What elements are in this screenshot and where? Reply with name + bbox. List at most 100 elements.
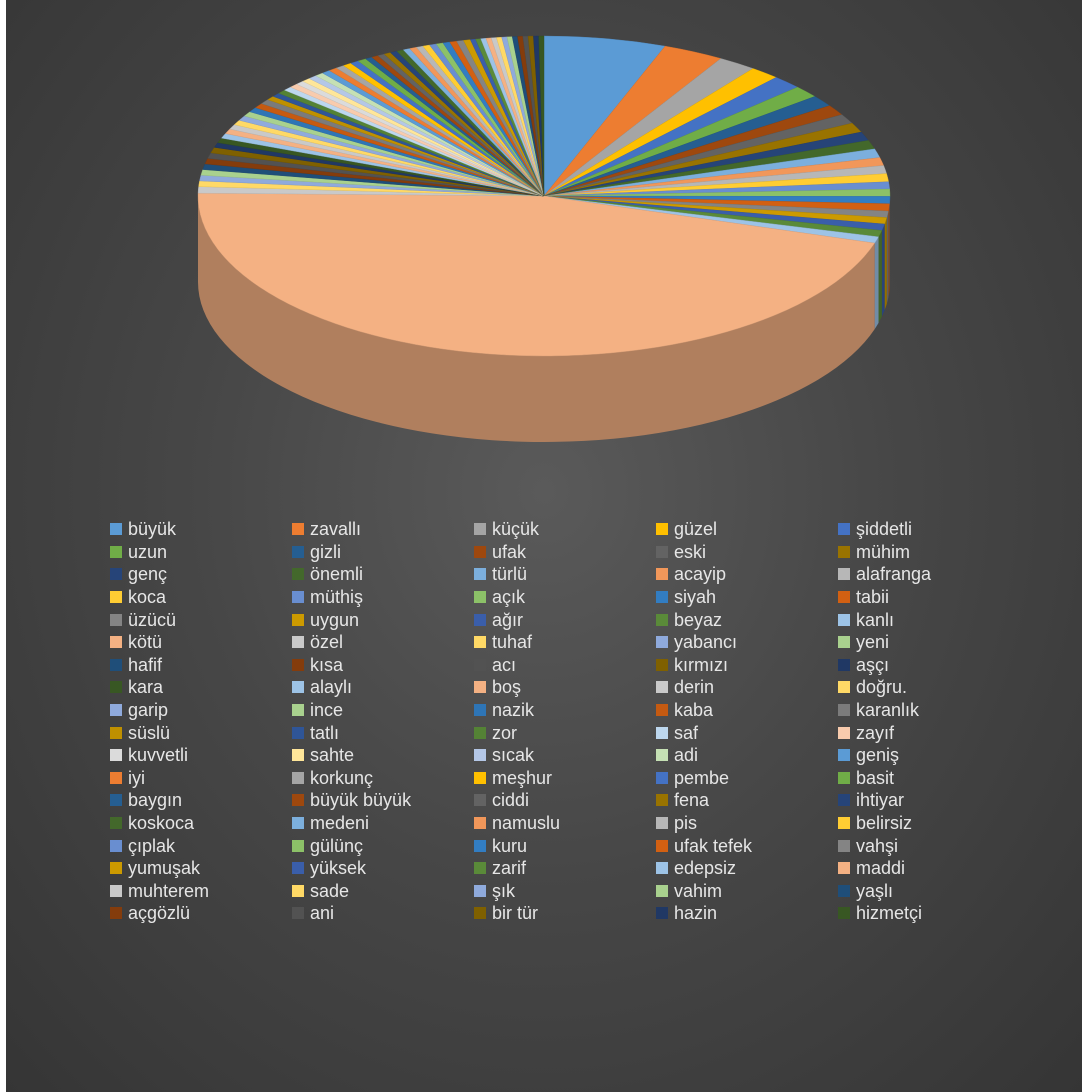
- pie-slice-26: [197, 192, 876, 357]
- legend-item: kanlı: [838, 608, 978, 631]
- legend-item: belirsiz: [838, 812, 978, 835]
- legend-item: kaba: [656, 699, 838, 722]
- legend-label: kısa: [310, 654, 344, 675]
- legend-swatch: [110, 771, 122, 784]
- legend-label: saf: [674, 722, 699, 743]
- legend-swatch: [474, 839, 486, 852]
- legend-swatch: [474, 681, 486, 694]
- legend-swatch: [474, 817, 486, 830]
- legend-swatch: [656, 545, 668, 558]
- legend-label: vahim: [674, 880, 723, 901]
- legend-item: ufak tefek: [656, 834, 838, 857]
- legend-label: müthiş: [310, 587, 364, 608]
- legend-swatch: [110, 817, 122, 830]
- legend-swatch: [110, 726, 122, 739]
- legend-swatch: [656, 726, 668, 739]
- legend-item: ufak: [474, 541, 656, 564]
- legend-item: sade: [292, 880, 474, 903]
- legend-label: zavallı: [310, 519, 362, 540]
- legend-swatch: [292, 658, 304, 671]
- legend-label: gizli: [310, 541, 342, 562]
- legend-swatch: [292, 636, 304, 649]
- legend-label: büyük büyük: [310, 790, 412, 811]
- legend-swatch: [292, 613, 304, 626]
- legend-label: küçük: [492, 519, 540, 540]
- legend-item: hazin: [656, 902, 838, 925]
- legend-item: üzücü: [110, 608, 292, 631]
- legend-label: kötü: [128, 632, 163, 653]
- legend-label: eski: [674, 541, 707, 562]
- legend-item: geniş: [838, 744, 978, 767]
- legend-item: nazik: [474, 699, 656, 722]
- legend-item: kırmızı: [656, 654, 838, 677]
- legend-item: aşçı: [838, 654, 978, 677]
- legend-swatch: [656, 771, 668, 784]
- legend-item: zayıf: [838, 721, 978, 744]
- pie-side-21: [886, 211, 889, 304]
- legend-item: acayip: [656, 563, 838, 586]
- legend-swatch: [110, 591, 122, 604]
- legend-swatch: [474, 794, 486, 807]
- legend-swatch: [656, 817, 668, 830]
- legend-swatch: [474, 771, 486, 784]
- legend-swatch: [656, 636, 668, 649]
- legend-label: kuru: [492, 835, 528, 856]
- legend-swatch: [110, 568, 122, 581]
- legend-swatch: [292, 704, 304, 717]
- legend-label: muhterem: [128, 880, 210, 901]
- legend-item: uzun: [110, 541, 292, 564]
- legend-item: ince: [292, 699, 474, 722]
- legend-label: pis: [674, 813, 698, 834]
- legend-label: büyük: [128, 519, 177, 540]
- legend-label: çıplak: [128, 835, 176, 856]
- legend-swatch: [656, 591, 668, 604]
- legend-label: acı: [492, 654, 517, 675]
- legend-label: maddi: [856, 858, 906, 879]
- legend-label: namuslu: [492, 813, 561, 834]
- legend-label: mühim: [856, 541, 911, 562]
- legend-item: koskoca: [110, 812, 292, 835]
- legend-item: zavallı: [292, 518, 474, 541]
- legend-label: önemli: [310, 564, 364, 585]
- legend-item: müthiş: [292, 586, 474, 609]
- legend-item: boş: [474, 676, 656, 699]
- legend-item: iyi: [110, 767, 292, 790]
- legend-label: boş: [492, 677, 522, 698]
- legend-swatch: [110, 681, 122, 694]
- legend-label: yeni: [856, 632, 890, 653]
- legend-item: eski: [656, 541, 838, 564]
- legend-label: tuhaf: [492, 632, 533, 653]
- legend-item: kuvvetli: [110, 744, 292, 767]
- legend-swatch: [292, 817, 304, 830]
- legend-label: yabancı: [674, 632, 738, 653]
- legend-swatch: [292, 726, 304, 739]
- legend-item: siyah: [656, 586, 838, 609]
- legend-item: kötü: [110, 631, 292, 654]
- legend-label: yaşlı: [856, 880, 894, 901]
- legend-label: garip: [128, 700, 169, 721]
- legend-swatch: [656, 568, 668, 581]
- legend-item: vahşi: [838, 834, 978, 857]
- legend-swatch: [838, 862, 850, 875]
- legend-item: pembe: [656, 767, 838, 790]
- legend-swatch: [656, 681, 668, 694]
- legend-item: acı: [474, 654, 656, 677]
- legend-label: alafranga: [856, 564, 932, 585]
- legend-label: genç: [128, 564, 168, 585]
- legend-swatch: [292, 545, 304, 558]
- pie-chart: [197, 35, 891, 443]
- legend-label: hizmetçi: [856, 903, 923, 924]
- legend-item: açgözlü: [110, 902, 292, 925]
- legend-label: uzun: [128, 541, 168, 562]
- legend-item: kara: [110, 676, 292, 699]
- pie-side-26: [198, 196, 875, 443]
- pie-side-25: [874, 236, 879, 330]
- legend-label: zayıf: [856, 722, 895, 743]
- legend-item: ihtiyar: [838, 789, 978, 812]
- legend-swatch: [292, 884, 304, 897]
- legend-label: yüksek: [310, 858, 367, 879]
- legend-swatch: [838, 658, 850, 671]
- legend-swatch: [656, 839, 668, 852]
- legend-item: koca: [110, 586, 292, 609]
- legend-item: yaşlı: [838, 880, 978, 903]
